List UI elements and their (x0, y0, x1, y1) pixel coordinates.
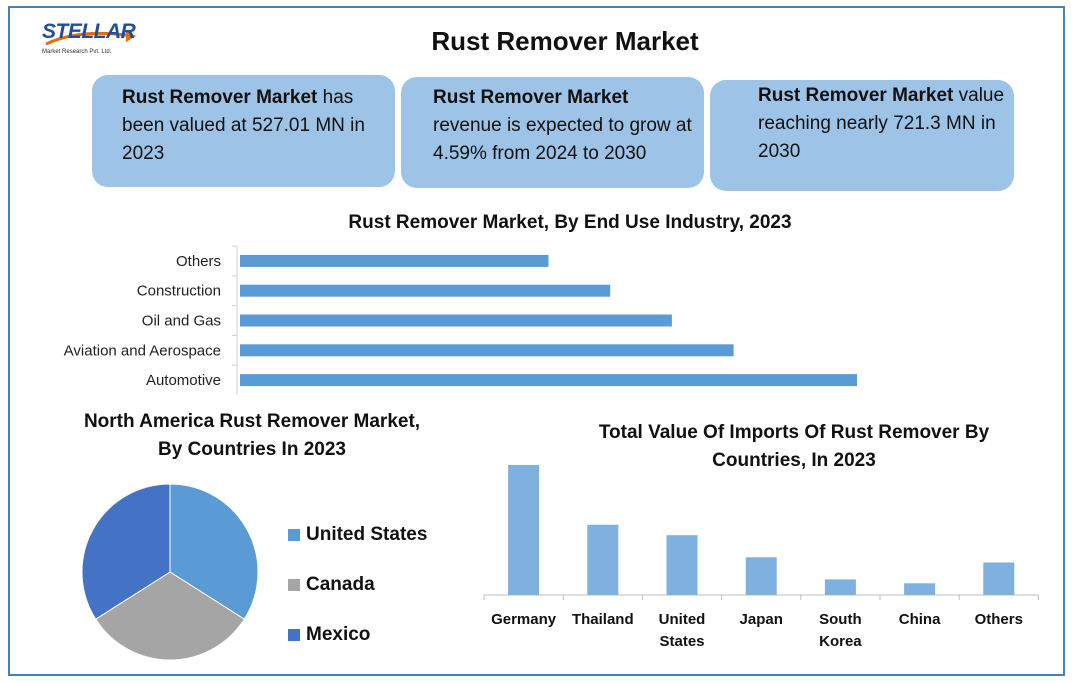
category-label-construction: Construction (137, 283, 221, 300)
kpi-text: revenue is expected to grow at 4.59% fro… (433, 115, 692, 164)
bar-united-states (666, 535, 698, 595)
bar-germany (508, 465, 540, 595)
logo-word: STELLAR (42, 20, 136, 43)
imports-bar-chart: Germany Thailand United States Japan South Kor… (483, 465, 1039, 650)
bar-japan (745, 557, 777, 595)
end-use-bar-chart: Others Construction Oil and Gas Aviation an… (64, 245, 857, 395)
bar-others (240, 254, 549, 267)
north-america-chart-title: North America Rust Remover Market, By Co… (83, 411, 421, 460)
category-label-thailand: Thailand (572, 611, 634, 628)
category-label-japan: Japan (740, 611, 783, 628)
logo-swoosh-icon (45, 30, 136, 46)
kpi-card-valuation: Rust Remover Market has been valued at 5… (92, 75, 395, 187)
kpi-bold: Rust Remover Market (758, 85, 954, 106)
bar-thailand (587, 524, 619, 595)
category-label-united-states: United States (659, 611, 706, 650)
category-label-others: Others (975, 611, 1023, 628)
category-label-germany: Germany (491, 611, 557, 628)
end-use-chart-title: Rust Remover Market, By End Use Industry… (348, 212, 792, 233)
bar-oil-and-gas (240, 314, 672, 327)
pie-slice-mexico (81, 483, 171, 620)
kpi-card-forecast: Rust Remover Market value reaching nearl… (710, 80, 1014, 191)
bar-south-korea (824, 579, 856, 595)
legend-item-mexico: Mexico (288, 610, 427, 660)
bar-construction (240, 284, 611, 297)
imports-chart-title: Total Value Of Imports Of Rust Remover B… (598, 422, 990, 471)
legend-label: Mexico (306, 624, 371, 645)
kpi-card-growth: Rust Remover Market revenue is expected … (401, 77, 704, 188)
category-label-china: China (899, 611, 941, 628)
kpi-bold: Rust Remover Market (433, 87, 629, 108)
stellar-logo: STELLAR Market Research Pvt. Ltd. (40, 14, 140, 60)
category-label-south-korea: South Korea (819, 611, 862, 650)
legend-item-united-states: United States (288, 510, 427, 560)
category-label-oil-and-gas: Oil and Gas (142, 313, 221, 330)
legend-swatch (288, 529, 300, 541)
legend-item-canada: Canada (288, 560, 427, 610)
pie-legend: United States Canada Mexico (288, 510, 427, 660)
page-title: Rust Remover Market (431, 26, 699, 56)
legend-label: Canada (306, 574, 375, 595)
kpi-bold: Rust Remover Market (122, 87, 318, 108)
bar-automotive (240, 374, 857, 387)
category-label-others: Others (176, 253, 221, 270)
pie-slice-canada (95, 571, 245, 661)
category-label-aviation-and-aerospace: Aviation and Aerospace (64, 342, 221, 359)
bar-china (904, 583, 936, 595)
north-america-pie-chart (81, 483, 259, 661)
infographic-frame (8, 6, 1065, 676)
kpi-text: has been valued at 527.01 MN in 2023 (122, 87, 365, 164)
legend-label: United States (306, 524, 428, 545)
bar-aviation-and-aerospace (240, 344, 734, 357)
kpi-text: value reaching nearly 721.3 MN in 2030 (758, 85, 1005, 162)
legend-swatch (288, 579, 300, 591)
category-label-automotive: Automotive (146, 372, 221, 389)
logo-subtitle: Market Research Pvt. Ltd. (42, 49, 112, 55)
legend-swatch (288, 629, 300, 641)
bar-others (983, 562, 1015, 595)
